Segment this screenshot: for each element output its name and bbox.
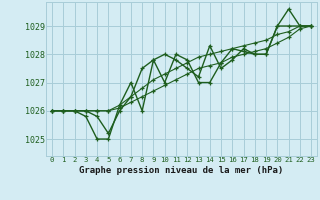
X-axis label: Graphe pression niveau de la mer (hPa): Graphe pression niveau de la mer (hPa)	[79, 166, 284, 175]
